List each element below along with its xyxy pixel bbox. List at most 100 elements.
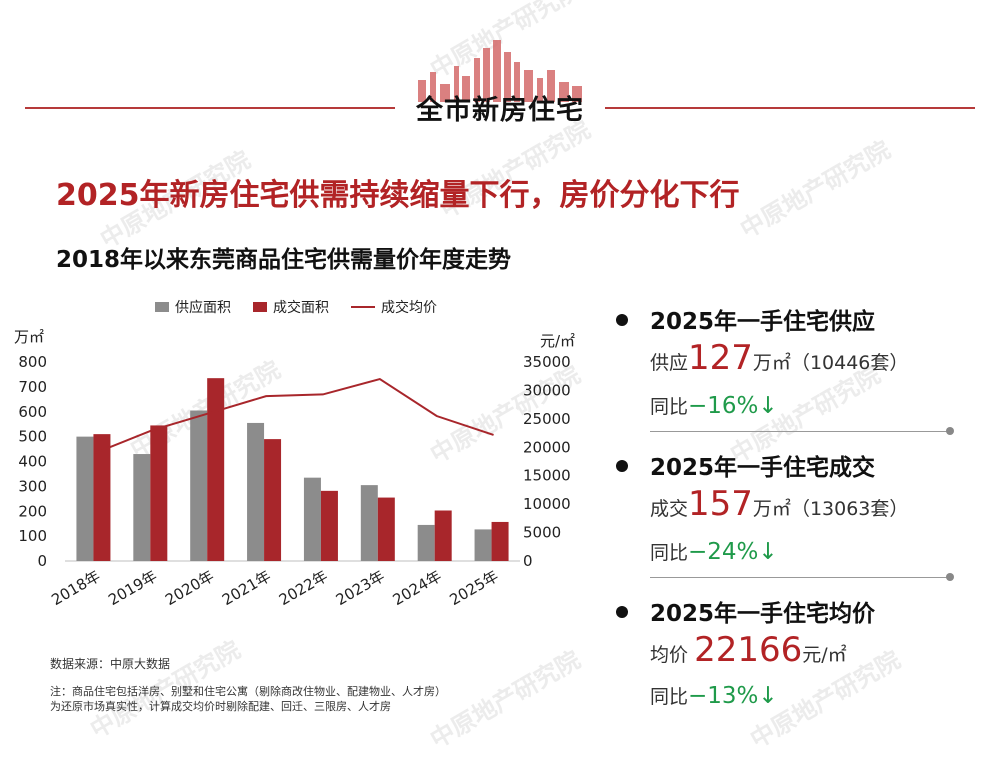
divider — [650, 577, 950, 578]
y-tick-label: 400 — [18, 453, 47, 471]
watermark: 中原地产研究院 — [425, 645, 585, 754]
data-source: 数据来源：中原大数据 — [50, 657, 171, 671]
supply-yoy-label: 同比 — [650, 396, 689, 418]
supply-yoy-value: −16%↓ — [688, 393, 778, 419]
x-tick-label: 2020年 — [162, 567, 217, 609]
supply-value-line: 供应127万㎡（10446套） — [650, 338, 908, 378]
chart-legend: 供应面积 成交面积 成交均价 — [155, 297, 437, 317]
x-tick-label: 2025年 — [447, 567, 502, 609]
deal-yoy-line: 同比−24%↓ — [650, 538, 778, 565]
supply-unit: 万㎡ — [752, 352, 791, 374]
chart-bars — [76, 378, 509, 561]
legend-swatch-deal — [253, 302, 267, 312]
deal-unit: 万㎡ — [752, 498, 791, 520]
y-tick-label: 0 — [37, 552, 47, 570]
y-tick-label: 300 — [18, 477, 47, 495]
price-yoy-line: 同比−13%↓ — [650, 682, 778, 709]
supply-yoy-line: 同比−16%↓ — [650, 392, 778, 419]
deal-yoy-label: 同比 — [650, 542, 689, 564]
x-tick-label: 2019年 — [105, 567, 160, 609]
deal-label: 成交 — [650, 498, 689, 520]
legend-swatch-supply — [155, 302, 169, 312]
x-tick-label: 2022年 — [276, 567, 331, 609]
bar-supply — [474, 529, 492, 561]
bullet-icon — [616, 460, 628, 472]
price-value-line: 均价 22166元/㎡ — [650, 630, 847, 670]
y-tick-label: 200 — [18, 502, 47, 520]
divider — [650, 431, 950, 432]
deal-value: 157 — [688, 484, 753, 524]
bar-supply — [247, 422, 265, 561]
supply-title: 2025年一手住宅供应 — [650, 309, 876, 335]
bar-deal — [93, 434, 111, 561]
footnote-2: 为还原市场真实性，计算成交均价时剔除配建、回迁、三限房、人才房 — [50, 700, 391, 713]
deal-yoy-value: −24%↓ — [688, 539, 778, 565]
deal-title: 2025年一手住宅成交 — [650, 455, 876, 481]
legend-swatch-price — [351, 306, 375, 308]
price-yoy-label: 同比 — [650, 686, 689, 708]
bar-deal — [434, 510, 452, 561]
y2-tick-label: 5000 — [523, 524, 561, 542]
header-rule-right — [605, 107, 975, 109]
price-yoy-value: −13%↓ — [688, 683, 778, 709]
divider-dot — [946, 427, 954, 435]
legend-label-supply: 供应面积 — [175, 300, 231, 316]
y2-tick-label: 30000 — [523, 381, 571, 399]
bullet-icon — [616, 606, 628, 618]
stats-panel: 2025年一手住宅供应 供应127万㎡（10446套） 同比−16%↓ 2025… — [610, 300, 970, 740]
y-tick-label: 100 — [18, 527, 47, 545]
skyline-icon — [418, 40, 582, 102]
bar-supply — [133, 454, 151, 561]
bullet-icon — [616, 314, 628, 326]
legend-item-deal: 成交面积 — [253, 297, 329, 317]
bar-deal — [264, 439, 282, 561]
legend-item-supply: 供应面积 — [155, 297, 231, 317]
bar-deal — [491, 521, 509, 561]
y-tick-label: 700 — [18, 378, 47, 396]
y2-tick-label: 25000 — [523, 410, 571, 428]
price-title: 2025年一手住宅均价 — [650, 601, 876, 627]
supply-label: 供应 — [650, 352, 689, 374]
y2-axis-label: 元/㎡ — [540, 332, 575, 350]
y-tick-label: 800 — [18, 353, 47, 371]
supply-demand-chart: 万㎡ 元/㎡ 0 100 200 300 400 500 600 700 800 0 5000 100… — [14, 328, 575, 609]
legend-item-price: 成交均价 — [351, 297, 437, 317]
section-title: 全市新房住宅 — [416, 95, 584, 126]
divider-dot — [946, 573, 954, 581]
bar-supply — [303, 477, 321, 561]
deal-value-line: 成交157万㎡（13063套） — [650, 484, 908, 524]
bar-supply — [417, 524, 435, 561]
y-axis-label: 万㎡ — [14, 328, 44, 346]
y-tick-label: 500 — [18, 428, 47, 446]
price-value: 22166 — [694, 630, 803, 670]
x-tick-label: 2021年 — [219, 567, 274, 609]
chart-price-line — [95, 377, 494, 454]
chart-title: 2018年以来东莞商品住宅供需量价年度走势 — [56, 247, 512, 273]
supply-units-count: （10446套） — [790, 352, 909, 374]
y2-tick-label: 15000 — [523, 467, 571, 485]
watermark: 中原地产研究院 — [735, 135, 895, 244]
y2-tick-label: 35000 — [523, 353, 571, 371]
bar-deal — [377, 497, 395, 561]
header-rule-left — [25, 107, 395, 109]
legend-label-deal: 成交面积 — [273, 300, 329, 316]
bar-supply — [190, 410, 208, 561]
footnote-1: 注：商品住宅包括洋房、别墅和住宅公寓（剔除商改住物业、配建物业、人才房） — [50, 685, 446, 698]
legend-label-price: 成交均价 — [381, 300, 437, 316]
supply-value: 127 — [688, 338, 753, 378]
bar-supply — [76, 436, 94, 561]
bar-deal — [150, 425, 168, 561]
x-tick-label: 2024年 — [390, 567, 445, 609]
y2-tick-label: 0 — [523, 552, 533, 570]
y2-tick-label: 10000 — [523, 495, 571, 513]
bar-deal — [320, 490, 338, 561]
bar-supply — [360, 485, 378, 561]
price-label: 均价 — [650, 644, 689, 666]
price-unit: 元/㎡ — [802, 644, 847, 666]
bar-deal — [207, 378, 225, 561]
y-tick-label: 600 — [18, 403, 47, 421]
y2-tick-label: 20000 — [523, 438, 571, 456]
x-tick-label: 2023年 — [333, 567, 388, 609]
deal-units-count: （13063套） — [790, 498, 909, 520]
page-headline: 2025年新房住宅供需持续缩量下行，房价分化下行 — [56, 178, 740, 213]
